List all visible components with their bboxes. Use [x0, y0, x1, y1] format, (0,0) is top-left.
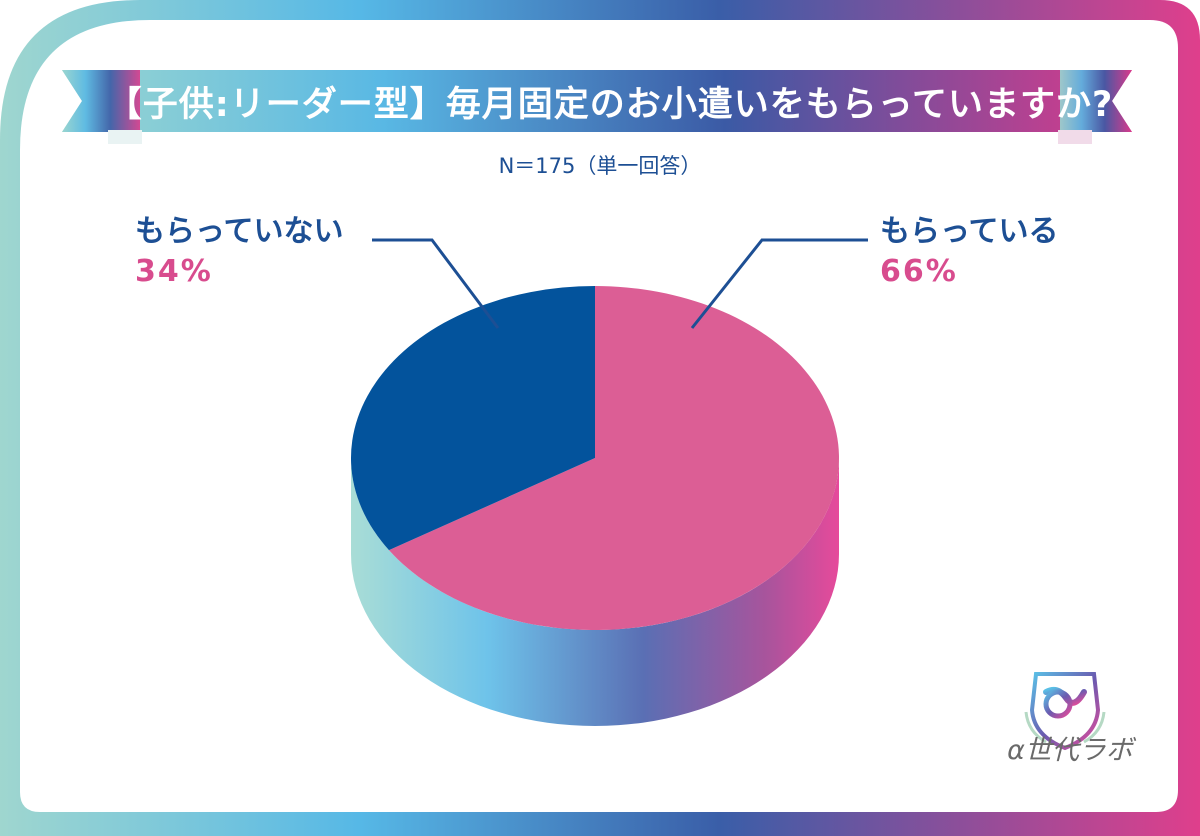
- ribbon-fold-right: [1060, 70, 1132, 132]
- chart-title: 【子供:リーダー型】毎月固定のお小遣いをもらっていますか?: [106, 84, 1114, 125]
- leader-line-receiving: [690, 238, 868, 329]
- label-receiving-percent: 66%: [880, 254, 958, 289]
- pie-slice-receiving: [388, 286, 839, 630]
- brand-name: α世代ラボ: [1007, 735, 1133, 766]
- pie-side-wall: [351, 458, 839, 726]
- chart-subtitle: N＝175（単一回答）: [498, 154, 702, 178]
- label-not-receiving-percent: 34%: [135, 254, 213, 289]
- label-not-receiving-name: もらっていない: [135, 214, 344, 249]
- pie-slice-not-receiving: [350, 286, 595, 551]
- label-receiving: もらっている 66%: [880, 212, 1059, 292]
- label-receiving-name: もらっている: [880, 214, 1059, 249]
- ribbon-notch-right: [1058, 130, 1092, 144]
- ribbon-fold-left: [62, 70, 140, 132]
- brand-logo-icon: [1024, 672, 1106, 751]
- title-ribbon: [62, 70, 1132, 132]
- label-not-receiving: もらっていない 34%: [135, 212, 344, 292]
- ribbon-notch-left: [108, 130, 142, 144]
- leader-line-not-receiving: [372, 238, 500, 329]
